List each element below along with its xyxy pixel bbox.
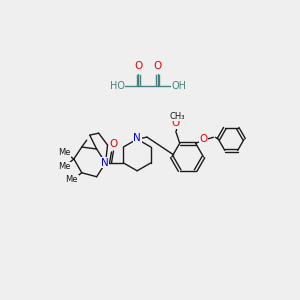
Text: Me: Me [58,162,70,171]
Text: N: N [133,133,141,143]
Text: N: N [101,158,108,168]
Text: Me: Me [58,148,70,158]
Text: O: O [134,61,142,71]
Text: O: O [200,134,208,144]
Text: Me: Me [66,175,78,184]
Text: HO: HO [110,81,125,91]
Text: CH₃: CH₃ [170,112,185,121]
Text: O: O [154,61,162,71]
Text: O: O [172,118,180,128]
Text: O: O [110,139,118,149]
Text: OH: OH [171,81,186,91]
